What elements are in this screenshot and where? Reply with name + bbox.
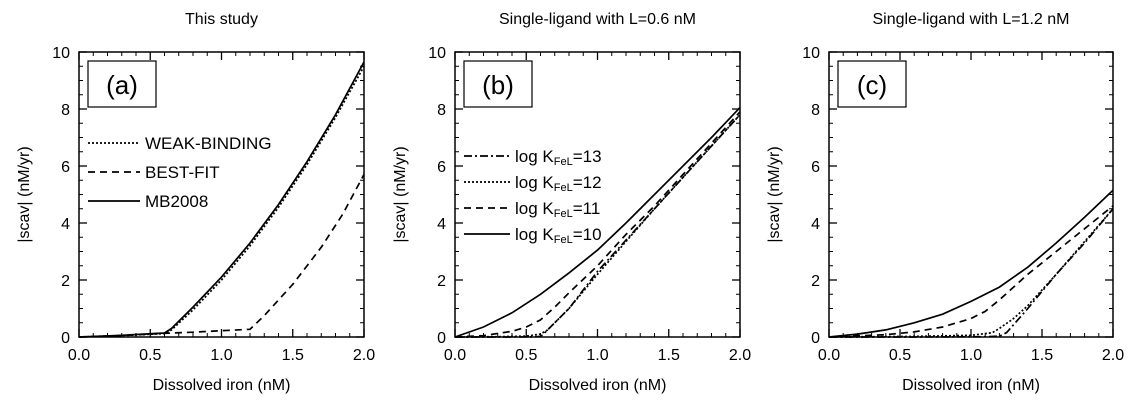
y-tick-label: 10 (428, 45, 446, 62)
y-tick-label: 4 (811, 216, 820, 233)
x-tick-label: 1.0 (210, 347, 232, 364)
legend-label: log KFeL=10 (515, 225, 602, 246)
y-tick-label: 0 (437, 330, 446, 347)
series-line (828, 205, 1114, 338)
y-tick-label: 2 (437, 273, 446, 290)
legend-label: log KFeL=11 (515, 199, 600, 220)
y-tick-label: 0 (61, 330, 70, 347)
y-tick-label: 8 (61, 102, 70, 119)
chart-panel-c: Single-ligand with L=1.2 nM 0.0 0.5 1.0 1.5 2… (766, 11, 1124, 394)
x-tick-label: 1.5 (658, 347, 680, 364)
x-axis-label: Dissolved iron (nM) (153, 377, 291, 394)
panel-label-box (837, 60, 907, 108)
chart-title: Single-ligand with L=0.6 nM (499, 11, 696, 28)
x-tick-label: 1.0 (960, 347, 982, 364)
x-tick-label: 2.0 (729, 347, 751, 364)
y-tick-label: 4 (437, 216, 446, 233)
x-tick-label: 2.0 (1102, 347, 1124, 364)
legend-label: log KFeL=13 (515, 147, 602, 168)
x-axis-label: Dissolved iron (nM) (529, 377, 667, 394)
y-axis-label: |scav| (nM/yr) (392, 146, 409, 242)
series-line (828, 189, 1114, 338)
panel-label: (c) (857, 70, 887, 100)
series-line (454, 111, 741, 338)
y-tick-label: 8 (437, 102, 446, 119)
y-tick-label: 10 (802, 45, 820, 62)
panel-label: (a) (106, 70, 138, 100)
y-tick-label: 10 (52, 45, 70, 62)
y-tick-label: 6 (811, 159, 820, 176)
series-line (454, 114, 741, 338)
x-tick-label: 1.5 (282, 347, 304, 364)
series-line (454, 107, 741, 338)
x-tick-label: 0.5 (139, 347, 161, 364)
series-line (78, 65, 365, 338)
panel-label-box (87, 60, 157, 108)
chart-panel-b: Single-ligand with L=0.6 nM 0.0 0.5 1.0 1.5 2… (392, 11, 751, 394)
series-line (829, 208, 1114, 338)
x-axis-label: Dissolved iron (nM) (902, 377, 1040, 394)
x-tick-label: 1.5 (1031, 347, 1053, 364)
x-tick-label: 0.0 (444, 347, 466, 364)
y-tick-label: 2 (61, 273, 70, 290)
panel-label: (b) (482, 70, 514, 100)
chart-title: Single-ligand with L=1.2 nM (872, 11, 1069, 28)
y-tick-label: 6 (437, 159, 446, 176)
panel-label-box (463, 60, 533, 108)
x-tick-label: 0.5 (889, 347, 911, 364)
series-line (828, 208, 1114, 338)
y-tick-label: 4 (61, 216, 70, 233)
x-tick-label: 0.5 (515, 347, 537, 364)
y-axis-label: |scav| (nM/yr) (766, 146, 783, 242)
y-axis-label: |scav| (nM/yr) (16, 146, 33, 242)
legend-label: WEAK-BINDING (145, 134, 272, 153)
x-tick-label: 1.0 (586, 347, 608, 364)
legend-label: MB2008 (145, 192, 208, 211)
x-tick-label: 0.0 (68, 347, 90, 364)
chart-panel-a: This study 0.0 0.5 1.0 1.5 2.0 0 2 4 6 8 10 Dissolve… (16, 11, 375, 394)
y-tick-label: 8 (811, 102, 820, 119)
y-tick-label: 6 (61, 159, 70, 176)
legend-label: BEST-FIT (145, 163, 220, 182)
y-tick-label: 0 (811, 330, 820, 347)
series-line (78, 174, 365, 338)
series-line (78, 61, 365, 338)
chart-title: This study (185, 11, 258, 28)
y-tick-label: 2 (811, 273, 820, 290)
x-tick-label: 0.0 (818, 347, 840, 364)
legend-label: log KFeL=12 (515, 173, 602, 194)
x-tick-label: 2.0 (353, 347, 375, 364)
